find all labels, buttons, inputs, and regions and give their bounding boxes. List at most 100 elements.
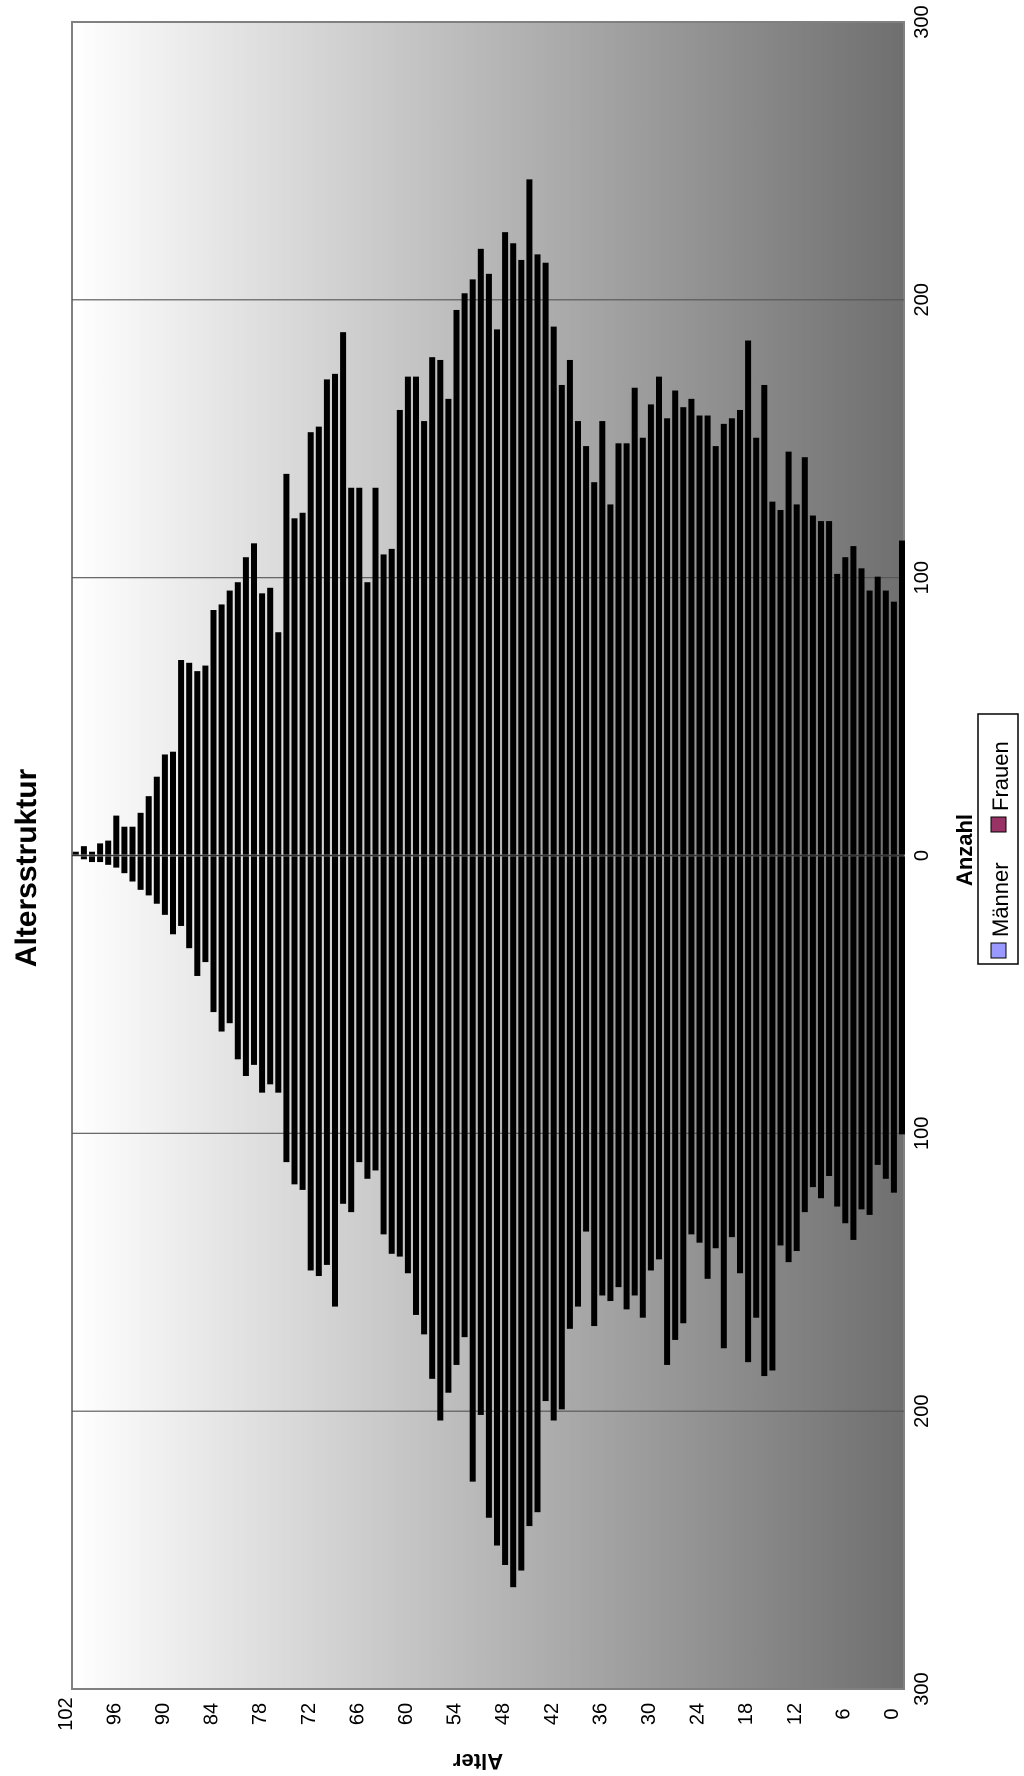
bar-maenner: [469, 856, 476, 1482]
legend-box: [977, 713, 1019, 965]
age-tick-label: 6: [832, 1708, 854, 1719]
bar-maenner: [364, 856, 371, 1179]
bar-maenner: [656, 856, 662, 1260]
bar-frauen: [477, 248, 484, 855]
bar-frauen: [866, 590, 873, 855]
bar-maenner: [485, 856, 492, 1518]
bar-frauen: [826, 521, 833, 855]
bar-frauen: [599, 421, 606, 855]
bar-frauen: [89, 851, 95, 855]
bar-maenner: [866, 856, 873, 1215]
bar-maenner: [769, 856, 776, 1371]
bar-frauen: [809, 515, 816, 855]
bar-frauen: [656, 376, 662, 855]
bar-maenner: [809, 856, 816, 1188]
bar-maenner: [745, 856, 752, 1363]
bar-maenner: [323, 856, 330, 1265]
bar-frauen: [105, 840, 112, 855]
bar-maenner: [639, 856, 646, 1318]
bar-frauen: [259, 593, 266, 855]
bar-frauen: [153, 776, 160, 855]
bar-frauen: [178, 660, 185, 855]
bar-maenner: [785, 856, 792, 1263]
bar-frauen: [323, 379, 330, 855]
bar-frauen: [558, 384, 565, 855]
bar-maenner: [874, 856, 881, 1165]
bar-frauen: [348, 487, 355, 855]
count-tick-label: 300: [911, 5, 933, 38]
bar-frauen: [80, 846, 87, 855]
bar-maenner: [801, 856, 808, 1213]
bar-frauen: [607, 504, 614, 855]
bar-frauen: [494, 329, 500, 855]
bar-frauen: [113, 815, 120, 855]
bar-frauen: [672, 390, 679, 855]
bar-maenner: [153, 856, 160, 904]
bar-frauen: [534, 254, 541, 855]
bar-maenner: [664, 856, 671, 1365]
bar-maenner: [631, 856, 638, 1296]
bar-maenner: [194, 856, 201, 976]
bar-frauen: [510, 243, 517, 855]
bar-frauen: [615, 443, 622, 855]
bar-maenner: [404, 856, 411, 1274]
legend: Männer Frauen: [977, 713, 1019, 965]
bar-maenner: [777, 856, 784, 1246]
bar-maenner: [275, 856, 282, 1093]
bar-maenner: [704, 856, 711, 1279]
bar-frauen: [518, 259, 525, 855]
bar-maenner: [137, 856, 144, 890]
bar-maenner: [623, 856, 630, 1310]
bar-frauen: [194, 671, 201, 855]
bar-maenner: [218, 856, 225, 1032]
bar-maenner: [202, 856, 209, 963]
bar-maenner: [283, 856, 290, 1163]
bar-frauen: [161, 754, 168, 855]
count-tick-label: 300: [911, 1672, 933, 1705]
bar-maenner: [890, 856, 897, 1193]
bar-frauen: [72, 851, 79, 855]
bar-frauen: [121, 826, 128, 855]
bar-frauen: [388, 548, 395, 855]
bar-frauen: [356, 487, 363, 855]
bar-maenner: [89, 856, 95, 863]
bar-maenner: [834, 856, 841, 1207]
bar-maenner: [826, 856, 833, 1177]
bar-maenner: [818, 856, 824, 1199]
bar-frauen: [583, 446, 590, 855]
bar-frauen: [299, 512, 306, 855]
bar-frauen: [485, 273, 492, 855]
bar-frauen: [421, 421, 428, 855]
bar-maenner: [599, 856, 606, 1296]
age-tick-label: 102: [55, 1697, 77, 1730]
bar-frauen: [226, 590, 233, 855]
bar-maenner: [566, 856, 573, 1329]
age-tick-label: 78: [249, 1703, 271, 1725]
bar-maenner: [356, 856, 363, 1163]
bar-frauen: [429, 357, 436, 855]
bar-frauen: [842, 557, 849, 855]
bar-frauen: [874, 576, 881, 855]
bar-maenner: [242, 856, 249, 1076]
bar-maenner: [129, 856, 136, 882]
age-tick-label: 30: [638, 1703, 660, 1725]
bar-frauen: [453, 309, 460, 855]
bar-maenner: [737, 856, 743, 1274]
bar-maenner: [299, 856, 306, 1190]
bar-frauen: [372, 487, 379, 855]
bar-maenner: [461, 856, 468, 1338]
bar-maenner: [583, 856, 590, 1232]
bar-maenner: [380, 856, 387, 1235]
bar-frauen: [575, 421, 581, 855]
age-tick-label: 96: [103, 1703, 125, 1725]
bar-frauen: [97, 843, 104, 855]
bar-frauen: [882, 590, 889, 855]
age-tick-label: 12: [784, 1703, 806, 1725]
bar-frauen: [737, 409, 743, 855]
age-tick-label: 66: [346, 1703, 368, 1725]
bar-maenner: [178, 856, 185, 926]
bar-frauen: [769, 501, 776, 855]
bar-frauen: [647, 404, 654, 855]
bar-maenner: [647, 856, 654, 1271]
